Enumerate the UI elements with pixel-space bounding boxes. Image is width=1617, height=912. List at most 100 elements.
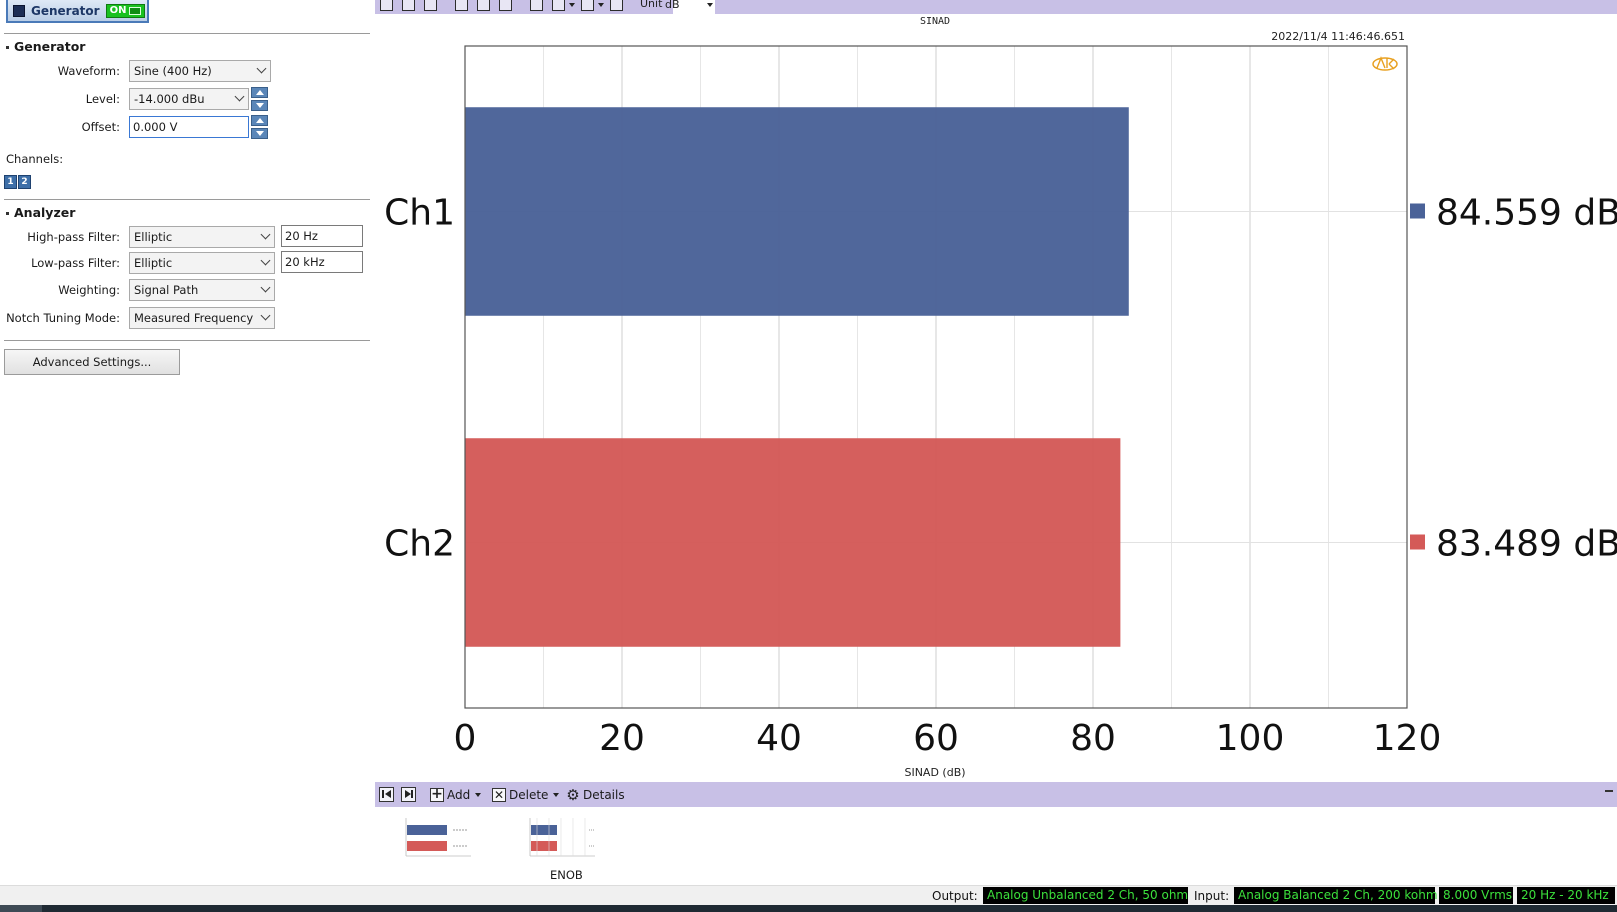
sinad-chart: SINAD 2022/11/4 11:46:46.651 Ch1 84.559 d… xyxy=(375,14,1617,782)
weighting-label: Weighting: xyxy=(58,283,120,297)
gear-icon[interactable] xyxy=(610,0,623,11)
analyzer-section-text: Analyzer xyxy=(14,205,76,220)
generator-section-title[interactable]: Generator xyxy=(6,39,85,54)
chevron-down-icon xyxy=(260,229,271,240)
highpass-label: High-pass Filter: xyxy=(27,230,120,244)
thumbnail-label-enob: ENOB xyxy=(550,868,583,882)
weighting-select[interactable]: Signal Path xyxy=(129,279,275,301)
lowpass-frequency-input[interactable]: 20 kHz xyxy=(281,251,363,273)
collapse-bullet-icon xyxy=(6,212,9,215)
result-thumbnail-enob[interactable] xyxy=(525,816,601,860)
details-button-label: Details xyxy=(583,787,625,802)
offset-stepper[interactable] xyxy=(251,115,268,139)
lowpass-type-value: Elliptic xyxy=(134,256,173,270)
category-label-ch2: Ch2 xyxy=(384,524,455,565)
chevron-down-icon[interactable] xyxy=(475,792,482,797)
level-stepper[interactable] xyxy=(251,87,268,111)
stepper-up-icon[interactable] xyxy=(251,115,268,126)
input-range[interactable]: 8.000 Vrms xyxy=(1439,887,1513,904)
output-config[interactable]: Analog Unbalanced 2 Ch, 50 ohm xyxy=(983,887,1188,904)
generator-on-indicator: ON xyxy=(105,3,146,18)
value-label-ch1: 84.559 dB xyxy=(1436,193,1617,234)
save-icon[interactable] xyxy=(380,0,393,11)
x-tick-label: 0 xyxy=(454,718,477,759)
chevron-down-icon xyxy=(707,3,713,7)
pan-icon[interactable] xyxy=(477,0,490,11)
waveform-label: Waveform: xyxy=(57,64,120,78)
minimize-icon[interactable] xyxy=(1605,790,1613,792)
chevron-down-icon xyxy=(260,310,271,321)
bandwidth-readout[interactable]: 20 Hz - 20 kHz xyxy=(1517,887,1615,904)
legend-swatch-ch1 xyxy=(1410,203,1425,219)
result-thumbnail-sinad[interactable] xyxy=(401,816,477,860)
last-page-icon[interactable] xyxy=(401,787,416,802)
chart-style-icon[interactable] xyxy=(552,0,565,11)
offset-input[interactable]: 0.000 V xyxy=(129,116,249,138)
fit-icon[interactable] xyxy=(499,0,512,11)
generator-toggle-button[interactable]: Generator ON xyxy=(6,0,149,23)
highpass-type-value: Elliptic xyxy=(134,230,173,244)
details-button[interactable]: ⚙ Details xyxy=(566,785,625,804)
function-icon[interactable] xyxy=(581,0,594,11)
generator-section-text: Generator xyxy=(14,39,86,54)
thumbnail-chart xyxy=(529,818,595,857)
highpass-type-select[interactable]: Elliptic xyxy=(129,226,275,248)
analyzer-section-title[interactable]: Analyzer xyxy=(6,205,75,220)
input-config[interactable]: Analog Balanced 2 Ch, 200 kohm xyxy=(1234,887,1438,904)
add-button-label: Add xyxy=(447,787,471,802)
graph-toolbar: Unit dB xyxy=(375,0,1617,14)
plot-border xyxy=(464,45,1408,709)
toggle-box-icon xyxy=(129,6,142,15)
x-tick-label: 80 xyxy=(1070,718,1116,759)
generator-square-icon xyxy=(13,4,25,17)
bar-ch2 xyxy=(465,438,1121,647)
chevron-down-icon[interactable] xyxy=(553,792,560,797)
chart-timestamp: 2022/11/4 11:46:46.651 xyxy=(1271,30,1405,43)
channel-2-button[interactable]: 2 xyxy=(18,175,31,189)
first-page-icon[interactable] xyxy=(379,787,394,802)
offset-label: Offset: xyxy=(81,120,120,134)
gear-icon: ⚙ xyxy=(566,785,580,804)
lowpass-label: Low-pass Filter: xyxy=(31,256,120,270)
zoom-icon[interactable] xyxy=(455,0,468,11)
highpass-frequency-input[interactable]: 20 Hz xyxy=(281,225,363,247)
chevron-down-icon[interactable] xyxy=(598,3,604,7)
unit-label: Unit xyxy=(640,0,663,10)
settings-panel: Generator ON Generator Waveform: Sine (4… xyxy=(0,0,372,885)
lowpass-type-select[interactable]: Elliptic xyxy=(129,252,275,274)
waveform-select[interactable]: Sine (400 Hz) xyxy=(129,60,271,82)
divider xyxy=(4,199,370,200)
unit-select-value: dB xyxy=(665,0,680,11)
chevron-down-icon xyxy=(260,282,271,293)
unit-select[interactable]: dB xyxy=(665,0,715,14)
x-tick-label: 20 xyxy=(599,718,645,759)
advanced-settings-button[interactable]: Advanced Settings... xyxy=(4,349,180,375)
notch-tuning-select[interactable]: Measured Frequency xyxy=(129,307,275,329)
channels-label: Channels: xyxy=(6,152,64,166)
taskbar-start[interactable] xyxy=(0,905,42,912)
stepper-up-icon[interactable] xyxy=(251,87,268,98)
delete-icon: ✕ xyxy=(492,787,506,802)
waveform-select-value: Sine (400 Hz) xyxy=(134,64,212,78)
chevron-down-icon[interactable] xyxy=(569,3,575,7)
level-input[interactable]: -14.000 dBu xyxy=(129,88,249,110)
chevron-down-icon xyxy=(234,91,245,102)
plot-area: Ch1 84.559 dB Ch2 83.489 dB 0 20 40 60 80 100 120 xyxy=(384,45,1617,759)
bar-ch1 xyxy=(465,107,1129,316)
collapse-bullet-icon xyxy=(6,46,9,49)
chart-title: SINAD xyxy=(920,16,950,27)
taskbar xyxy=(0,905,1617,912)
grid-icon[interactable] xyxy=(530,0,543,11)
stepper-down-icon[interactable] xyxy=(251,100,268,111)
legend-swatch-ch2 xyxy=(1410,534,1425,550)
notch-tuning-value: Measured Frequency xyxy=(134,311,254,325)
weighting-select-value: Signal Path xyxy=(134,283,199,297)
channel-1-button[interactable]: 1 xyxy=(4,175,17,189)
copy-icon[interactable] xyxy=(402,0,415,11)
add-button[interactable]: + Add xyxy=(430,786,482,803)
stepper-down-icon[interactable] xyxy=(251,128,268,139)
generator-toggle-label: Generator xyxy=(31,3,100,18)
input-label: Input: xyxy=(1194,889,1230,903)
delete-button[interactable]: ✕ Delete xyxy=(492,786,560,803)
print-icon[interactable] xyxy=(424,0,437,11)
